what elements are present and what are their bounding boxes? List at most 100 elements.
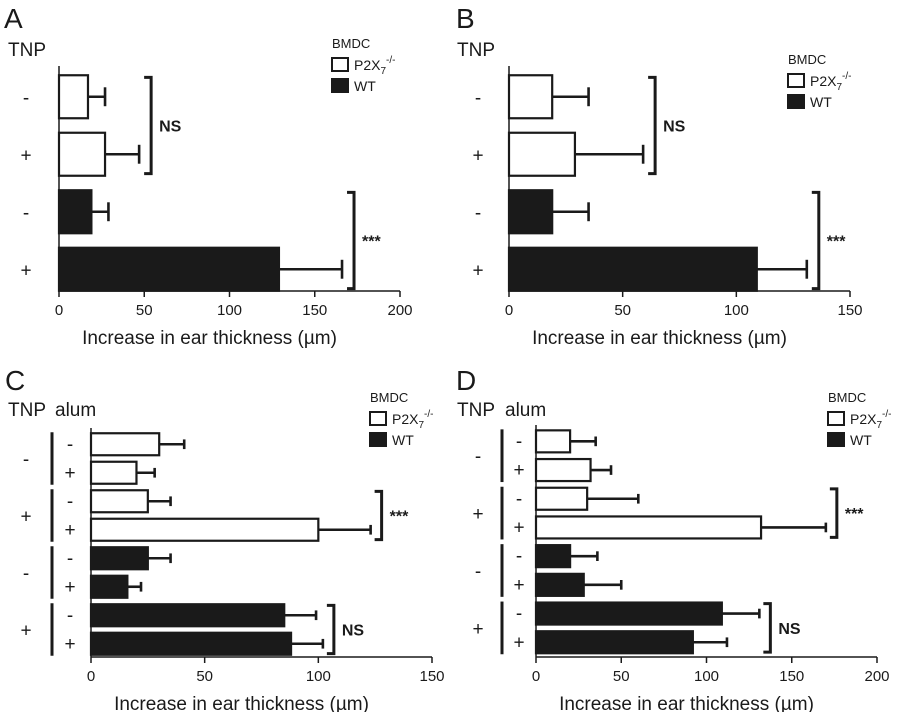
bar	[507, 246, 758, 292]
row-label-tnp: -	[23, 203, 29, 224]
legend-label-wt: WT	[392, 432, 414, 448]
panel-c: C TNP alum 0 50 100 150 Increase in ear thickne…	[5, 365, 445, 712]
bar	[507, 74, 554, 120]
row-label-tnp: +	[20, 145, 31, 166]
legend-label-p2x7: P2X7-/-	[850, 409, 891, 431]
row-label-tnp: +	[472, 619, 483, 640]
x-tick-label: 50	[196, 668, 213, 685]
x-axis-title: Increase in ear thickness (µm)	[82, 328, 337, 349]
x-tick-label: 150	[302, 302, 327, 319]
significance-label: NS	[159, 119, 182, 136]
bar	[57, 246, 281, 292]
panel-letter: B	[456, 3, 475, 34]
x-axis-title: Increase in ear thickness (µm)	[532, 328, 787, 349]
significance-label: NS	[342, 623, 365, 640]
x-tick-label: 150	[419, 668, 444, 685]
row-label-tnp: -	[475, 562, 481, 583]
row-label-alum: +	[513, 575, 524, 596]
x-tick-label: 100	[694, 668, 719, 685]
legend-swatch-wt	[827, 432, 845, 447]
legend-title: BMDC	[828, 390, 866, 405]
significance-label: ***	[845, 506, 864, 523]
legend-title: BMDC	[370, 390, 408, 405]
x-tick-label: 100	[306, 668, 331, 685]
row-label-alum: -	[67, 434, 73, 455]
significance-bracket	[144, 75, 153, 176]
row-label-alum: -	[67, 605, 73, 626]
row-label-alum: +	[513, 460, 524, 481]
legend-label-wt: WT	[810, 94, 832, 110]
legend-label-p2x7: P2X7-/-	[810, 71, 851, 93]
row-label-tnp: -	[475, 447, 481, 468]
legend-swatch-p2x7	[787, 73, 805, 88]
bar	[89, 631, 293, 656]
panel-d: D TNP alum 0 50 100 150 200 Increase in ear thic…	[456, 365, 891, 712]
bar	[57, 131, 107, 177]
legend-label-wt: WT	[354, 78, 376, 94]
bar	[89, 574, 129, 599]
legend-title: BMDC	[788, 52, 826, 67]
bar	[57, 74, 90, 120]
row-label-tnp: +	[20, 507, 31, 528]
significance-bracket	[347, 190, 356, 291]
x-tick-label: 100	[217, 302, 242, 319]
bar	[507, 189, 554, 235]
x-tick-label: 0	[87, 668, 95, 685]
bar	[534, 486, 589, 511]
row-label-alum: -	[516, 431, 522, 452]
bar	[89, 460, 138, 485]
row-label-tnp: -	[23, 450, 29, 471]
factor-label-alum: alum	[505, 400, 546, 421]
row-label-alum: -	[516, 546, 522, 567]
x-tick-label: 50	[614, 302, 631, 319]
x-tick-label: 50	[613, 668, 630, 685]
bar	[534, 515, 763, 540]
row-label-tnp: +	[472, 145, 483, 166]
significance-bracket	[763, 602, 772, 654]
x-axis-title: Increase in ear thickness (µm)	[114, 694, 369, 712]
significance-bracket	[829, 487, 839, 539]
legend-swatch-wt	[331, 78, 349, 93]
legend-swatch-p2x7	[331, 57, 349, 72]
row-label-tnp: +	[20, 260, 31, 281]
bar	[534, 601, 723, 626]
bar	[89, 546, 149, 571]
row-label-tnp: -	[23, 88, 29, 109]
bar	[89, 432, 161, 457]
row-label-alum: +	[64, 634, 75, 655]
significance-bracket	[811, 190, 821, 291]
x-tick-label: 0	[55, 302, 63, 319]
factor-label-tnp: TNP	[457, 400, 495, 421]
x-tick-label: 100	[724, 302, 749, 319]
panel-letter: D	[456, 365, 476, 396]
row-label-alum: -	[67, 548, 73, 569]
x-axis-title: Increase in ear thickness (µm)	[559, 694, 814, 712]
legend-title: BMDC	[332, 36, 370, 51]
row-label-alum: -	[67, 491, 73, 512]
bar	[57, 189, 93, 235]
x-tick-label: 0	[505, 302, 513, 319]
factor-label-tnp: TNP	[8, 400, 46, 421]
bar	[534, 572, 585, 597]
significance-bracket	[326, 603, 336, 656]
legend-swatch-wt	[787, 94, 805, 109]
significance-label: ***	[362, 234, 381, 251]
row-label-alum: +	[513, 632, 524, 653]
panel-a: A TNP 0 50 100 150 200 Increase in ear thicknes…	[4, 3, 413, 349]
significance-label: ***	[390, 509, 409, 526]
factor-label-tnp: TNP	[457, 40, 495, 61]
row-label-tnp: +	[472, 260, 483, 281]
x-tick-label: 150	[779, 668, 804, 685]
bar	[534, 630, 694, 655]
row-label-tnp: -	[475, 88, 481, 109]
x-tick-label: 0	[532, 668, 540, 685]
x-tick-label: 200	[864, 668, 889, 685]
panel-letter: C	[5, 365, 25, 396]
row-label-alum: -	[516, 604, 522, 625]
factor-label-alum: alum	[55, 400, 96, 421]
significance-label: NS	[778, 621, 801, 638]
legend-label-wt: WT	[850, 432, 872, 448]
x-tick-label: 200	[387, 302, 412, 319]
bar	[89, 489, 149, 514]
